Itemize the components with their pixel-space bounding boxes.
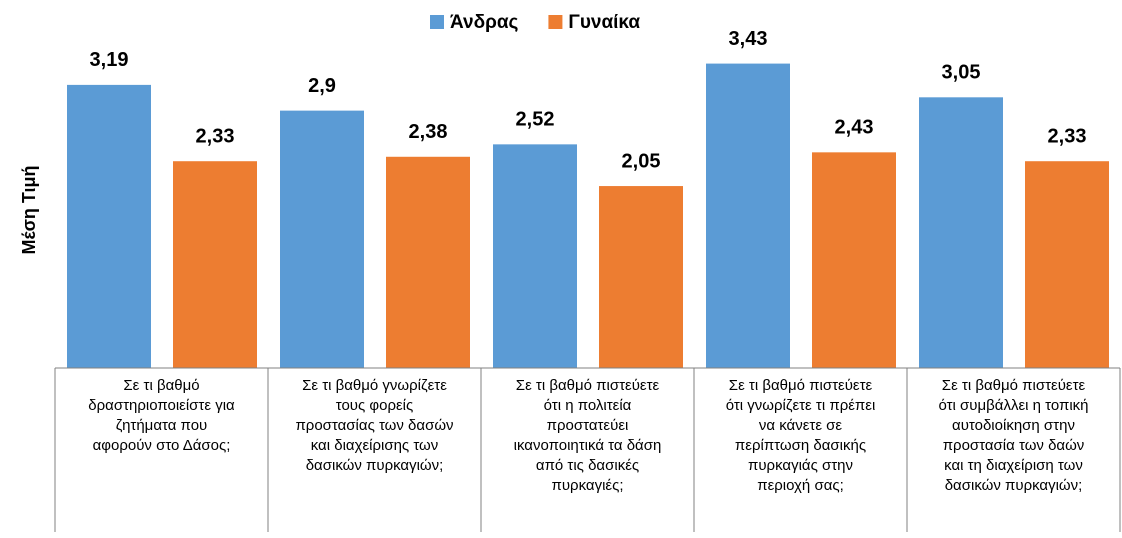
value-label: 3,05 bbox=[942, 62, 981, 84]
value-label: 3,43 bbox=[729, 28, 768, 50]
value-label: 2,33 bbox=[1048, 125, 1087, 147]
value-label: 2,52 bbox=[516, 109, 555, 131]
bar bbox=[599, 186, 683, 368]
bar bbox=[812, 152, 896, 368]
bar bbox=[1025, 161, 1109, 368]
x-tick-label: Σε τι βαθμό πιστεύετε ότι συμβάλλει η το… bbox=[938, 377, 1089, 494]
value-label: 2,9 bbox=[308, 75, 336, 97]
legend-label: Άνδρας bbox=[450, 12, 519, 33]
value-label: 2,43 bbox=[835, 117, 874, 139]
bar bbox=[280, 110, 364, 368]
x-tick-label: Σε τι βαθμό δραστηριοποιείστε για ζητήμα… bbox=[88, 377, 235, 454]
legend-label: Γυναίκα bbox=[568, 12, 640, 33]
bar bbox=[173, 161, 257, 368]
legend-swatch bbox=[548, 15, 563, 29]
y-axis-label: Μέση Τιμή bbox=[19, 165, 39, 254]
value-label: 2,38 bbox=[409, 121, 448, 143]
bar bbox=[67, 84, 151, 368]
x-tick-label: Σε τι βαθμό πιστεύετε ότι η πολιτεία προ… bbox=[513, 377, 662, 494]
bar bbox=[706, 63, 790, 369]
bar bbox=[919, 97, 1003, 368]
value-label: 2,33 bbox=[196, 125, 235, 147]
x-tick-label: Σε τι βαθμό πιστεύετε ότι γνωρίζετε τι π… bbox=[725, 377, 876, 494]
x-tick-label: Σε τι βαθμό γνωρίζετε τους φορείς προστα… bbox=[295, 377, 454, 474]
value-label: 2,05 bbox=[622, 150, 661, 172]
value-label: 3,19 bbox=[90, 49, 129, 71]
bar bbox=[386, 156, 470, 368]
bar bbox=[493, 144, 577, 368]
legend-swatch bbox=[430, 15, 444, 29]
